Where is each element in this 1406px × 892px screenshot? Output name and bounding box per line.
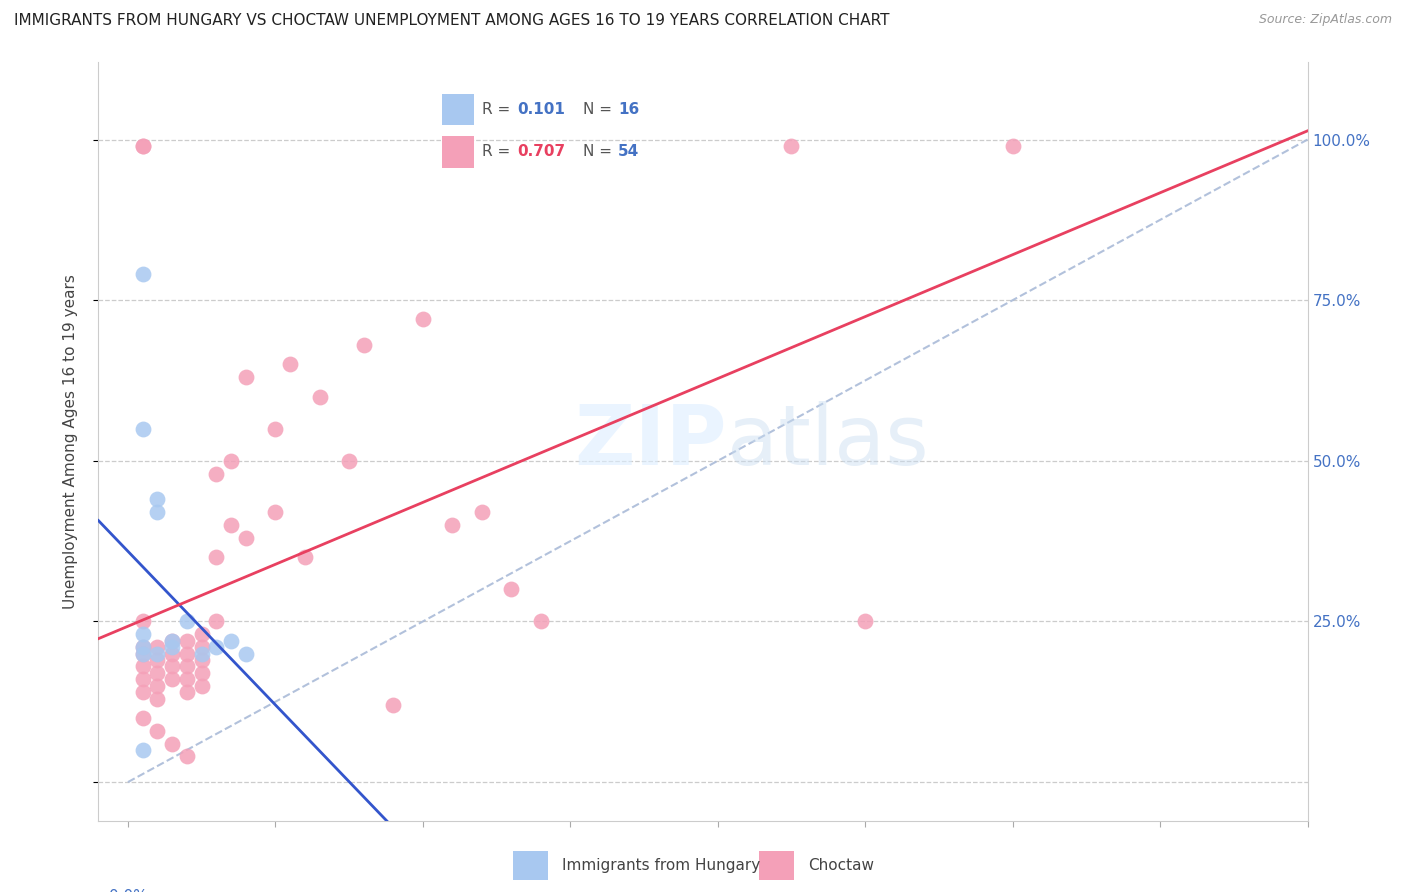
Point	[205, 550, 228, 565]
Point	[176, 749, 198, 764]
Point	[235, 370, 257, 384]
Text: atlas: atlas	[727, 401, 929, 482]
Point	[530, 615, 553, 629]
FancyBboxPatch shape	[759, 851, 794, 880]
Point	[131, 627, 153, 641]
Point	[205, 615, 228, 629]
Point	[219, 633, 242, 648]
Point	[176, 633, 198, 648]
Point	[278, 358, 301, 372]
Point	[176, 659, 198, 673]
Point	[160, 640, 183, 655]
Point	[146, 665, 169, 680]
Point	[190, 665, 212, 680]
Text: IMMIGRANTS FROM HUNGARY VS CHOCTAW UNEMPLOYMENT AMONG AGES 16 TO 19 YEARS CORREL: IMMIGRANTS FROM HUNGARY VS CHOCTAW UNEMP…	[14, 13, 890, 29]
Point	[176, 685, 198, 699]
Point	[146, 492, 169, 507]
Point	[131, 640, 153, 655]
Point	[160, 673, 183, 687]
Point	[190, 679, 212, 693]
Point	[1001, 139, 1024, 153]
Point	[190, 640, 212, 655]
Point	[190, 647, 212, 661]
Point	[471, 505, 494, 519]
Point	[146, 679, 169, 693]
Point	[176, 615, 198, 629]
Point	[146, 647, 169, 661]
Point	[131, 647, 153, 661]
Point	[337, 454, 360, 468]
FancyBboxPatch shape	[513, 851, 548, 880]
Point	[131, 139, 153, 153]
Point	[131, 711, 153, 725]
Point	[264, 505, 287, 519]
Point	[264, 422, 287, 436]
Point	[412, 312, 434, 326]
Point	[131, 673, 153, 687]
Point	[160, 633, 183, 648]
Point	[219, 454, 242, 468]
Point	[205, 467, 228, 481]
Text: Source: ZipAtlas.com: Source: ZipAtlas.com	[1258, 13, 1392, 27]
Point	[382, 698, 405, 712]
Point	[131, 422, 153, 436]
Point	[160, 633, 183, 648]
Point	[146, 723, 169, 738]
Point	[205, 640, 228, 655]
Point	[146, 640, 169, 655]
Point	[441, 518, 464, 533]
Point	[176, 673, 198, 687]
Point	[190, 653, 212, 667]
Text: 0.0%: 0.0%	[108, 888, 148, 892]
Point	[353, 338, 375, 352]
Point	[131, 268, 153, 282]
Point	[131, 743, 153, 757]
Point	[160, 659, 183, 673]
Point	[146, 505, 169, 519]
Y-axis label: Unemployment Among Ages 16 to 19 years: Unemployment Among Ages 16 to 19 years	[63, 274, 77, 609]
Point	[219, 518, 242, 533]
Point	[131, 647, 153, 661]
Point	[308, 390, 330, 404]
Point	[176, 647, 198, 661]
Point	[501, 582, 523, 597]
Point	[131, 615, 153, 629]
Point	[131, 685, 153, 699]
Point	[780, 139, 803, 153]
Point	[160, 737, 183, 751]
Point	[160, 647, 183, 661]
Point	[146, 691, 169, 706]
Text: ZIP: ZIP	[575, 401, 727, 482]
Point	[146, 653, 169, 667]
Point	[853, 615, 876, 629]
Point	[235, 647, 257, 661]
Point	[131, 139, 153, 153]
Point	[131, 659, 153, 673]
Point	[235, 531, 257, 545]
Text: Immigrants from Hungary: Immigrants from Hungary	[562, 858, 761, 872]
Text: Choctaw: Choctaw	[808, 858, 875, 872]
Point	[190, 627, 212, 641]
Point	[294, 550, 316, 565]
Point	[131, 640, 153, 655]
